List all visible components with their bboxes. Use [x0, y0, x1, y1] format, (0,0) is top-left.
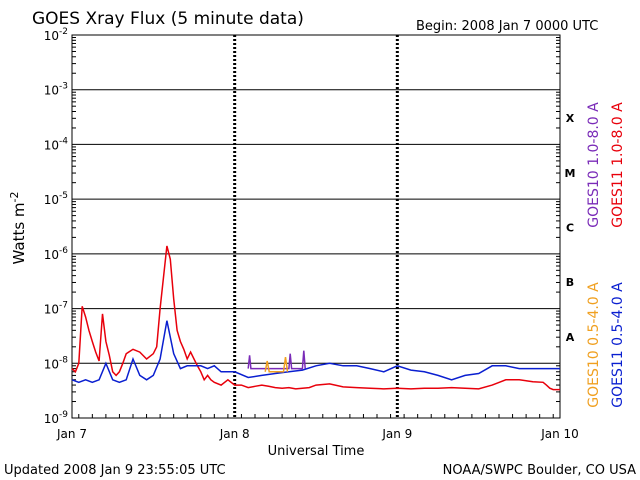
flare-class-c: C	[566, 222, 574, 235]
series-line-goes10-1-0-8-0-a	[247, 350, 306, 370]
y-tick-label: 10-7	[44, 301, 68, 317]
y-tick-base: 10	[44, 29, 59, 43]
legend-item-goes10-0-5-4-0-a: GOES10 0.5-4.0 A	[586, 282, 602, 408]
y-tick-label: 10-2	[44, 27, 68, 43]
x-axis-label: Universal Time	[268, 444, 365, 459]
y-axis-label-exponent: -2	[8, 192, 21, 203]
legend-item-goes11-1-0-8-0-a: GOES11 1.0-8.0 A	[610, 102, 626, 228]
grid-layer	[71, 34, 561, 419]
y-tick-base: 10	[44, 193, 59, 207]
begin-time: Begin: 2008 Jan 7 0000 UTC	[416, 19, 598, 34]
y-tick-base: 10	[44, 248, 59, 262]
flare-class-b: B	[566, 276, 574, 289]
series-line-goes11-0-5-4-0-a	[71, 320, 560, 384]
y-tick-base: 10	[44, 412, 59, 426]
x-tick-label: Jan 9	[381, 427, 412, 441]
x-tick-label: Jan 7	[56, 427, 87, 441]
y-tick-exponent: -9	[59, 410, 68, 420]
chart-title: GOES Xray Flux (5 minute data)	[32, 9, 304, 29]
series-layer	[71, 245, 560, 391]
y-tick-label: 10-8	[44, 355, 69, 371]
y-tick-exponent: -6	[59, 246, 68, 256]
updated-time: Updated 2008 Jan 9 23:55:05 UTC	[4, 463, 226, 478]
x-tick-label: Jan 10	[540, 427, 579, 441]
y-axis-label: Watts m-2	[8, 192, 28, 265]
y-tick-label: 10-4	[44, 136, 69, 152]
credit-text: NOAA/SWPC Boulder, CO USA	[443, 463, 636, 478]
x-tick-labels: Jan 7 Jan 8 Jan 9 Jan 10	[56, 427, 579, 441]
flare-class-x: X	[566, 112, 575, 125]
legend-item-goes10-1-0-8-0-a: GOES10 1.0-8.0 A	[586, 102, 602, 228]
flare-class-a: A	[566, 331, 575, 344]
y-tick-exponent: -3	[59, 82, 68, 92]
flare-class-labels: A B C M X	[565, 112, 576, 344]
y-tick-label: 10-5	[44, 191, 68, 207]
legend-item-goes11-0-5-4-0-a: GOES11 0.5-4.0 A	[610, 282, 626, 408]
y-tick-exponent: -4	[59, 136, 68, 146]
y-axis-label-text: Watts m	[10, 202, 28, 264]
flare-class-m: M	[565, 167, 576, 180]
y-tick-base: 10	[44, 138, 59, 152]
y-tick-label: 10-9	[44, 410, 69, 426]
y-tick-exponent: -5	[59, 191, 68, 201]
plot-frame	[71, 34, 561, 419]
series-line-goes11-1-0-8-0-a	[71, 245, 560, 391]
y-tick-base: 10	[44, 84, 59, 98]
series-line-goes10-0-5-4-0-a	[264, 356, 289, 373]
y-tick-labels: 10-910-810-710-610-510-410-310-2	[44, 27, 69, 426]
y-tick-exponent: -8	[59, 355, 68, 365]
y-tick-label: 10-6	[44, 246, 69, 262]
y-tick-exponent: -2	[59, 27, 68, 37]
x-tick-label: Jan 8	[219, 427, 250, 441]
legend: GOES10 1.0-8.0 A GOES11 1.0-8.0 A GOES10 0…	[586, 102, 626, 408]
y-tick-exponent: -7	[59, 301, 68, 311]
y-tick-base: 10	[44, 357, 59, 371]
y-tick-base: 10	[44, 303, 59, 317]
y-tick-label: 10-3	[44, 82, 68, 98]
